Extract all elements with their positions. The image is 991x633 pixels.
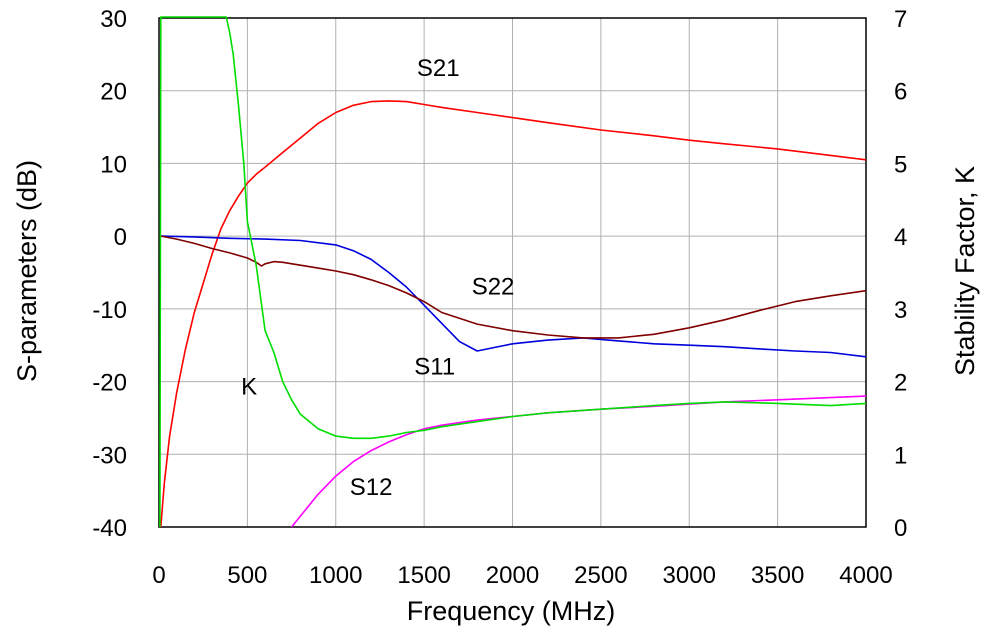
y-left-tick-labels: -40 -30 -20 -10 0 10 20 30 <box>92 6 127 542</box>
series-line-s21 <box>160 100 867 528</box>
y-left-tick-label: -10 <box>92 297 127 324</box>
series-annotations: S21 S22 S11 K S12 <box>241 55 514 501</box>
y-right-tick-label: 1 <box>894 442 907 469</box>
plot-frame <box>158 17 867 528</box>
series-line-s12 <box>290 395 867 528</box>
series-line-k <box>159 16 867 528</box>
x-tick-labels: 0 500 1000 1500 2000 2500 3000 3500 4000 <box>152 562 892 589</box>
y-right-tick-label: 6 <box>894 79 907 106</box>
annotation-s12: S12 <box>350 474 393 501</box>
y-left-tick-label: -20 <box>92 370 127 397</box>
annotation-s21: S21 <box>417 55 460 82</box>
annotation-s11: S11 <box>414 353 455 380</box>
series-line-s11 <box>160 235 867 358</box>
y-left-tick-label: -40 <box>92 515 127 542</box>
y-right-tick-label: 3 <box>894 297 907 324</box>
x-tick-label: 4000 <box>839 562 892 589</box>
y-right-tick-label: 5 <box>894 151 907 178</box>
y-right-tick-label: 2 <box>894 370 907 397</box>
y-left-tick-label: 30 <box>100 6 127 33</box>
x-tick-label: 2500 <box>574 562 627 589</box>
y-right-tick-label: 0 <box>894 515 907 542</box>
y-left-tick-label: 20 <box>100 79 127 106</box>
x-tick-label: 0 <box>152 562 165 589</box>
annotation-s22: S22 <box>472 273 515 300</box>
annotation-k: K <box>241 374 257 401</box>
y-right-tick-label: 7 <box>894 6 907 33</box>
x-tick-label: 1000 <box>309 562 362 589</box>
y-left-tick-label: -30 <box>92 442 127 469</box>
x-tick-label: 1500 <box>397 562 450 589</box>
y-right-tick-labels: 0 1 2 3 4 5 6 7 <box>894 6 907 542</box>
series-lines <box>159 16 867 528</box>
x-tick-label: 3500 <box>751 562 804 589</box>
x-axis-label: Frequency (MHz) <box>407 596 616 626</box>
x-tick-label: 3000 <box>663 562 716 589</box>
x-tick-label: 500 <box>227 562 267 589</box>
y-axis-left-label: S-parameters (dB) <box>12 160 42 382</box>
y-right-tick-label: 4 <box>894 224 907 251</box>
x-tick-label: 2000 <box>486 562 539 589</box>
y-left-tick-label: 10 <box>100 151 127 178</box>
series-line-s22 <box>160 235 867 339</box>
y-axis-right-label: Stability Factor, K <box>950 166 980 376</box>
y-left-tick-label: 0 <box>114 224 127 251</box>
